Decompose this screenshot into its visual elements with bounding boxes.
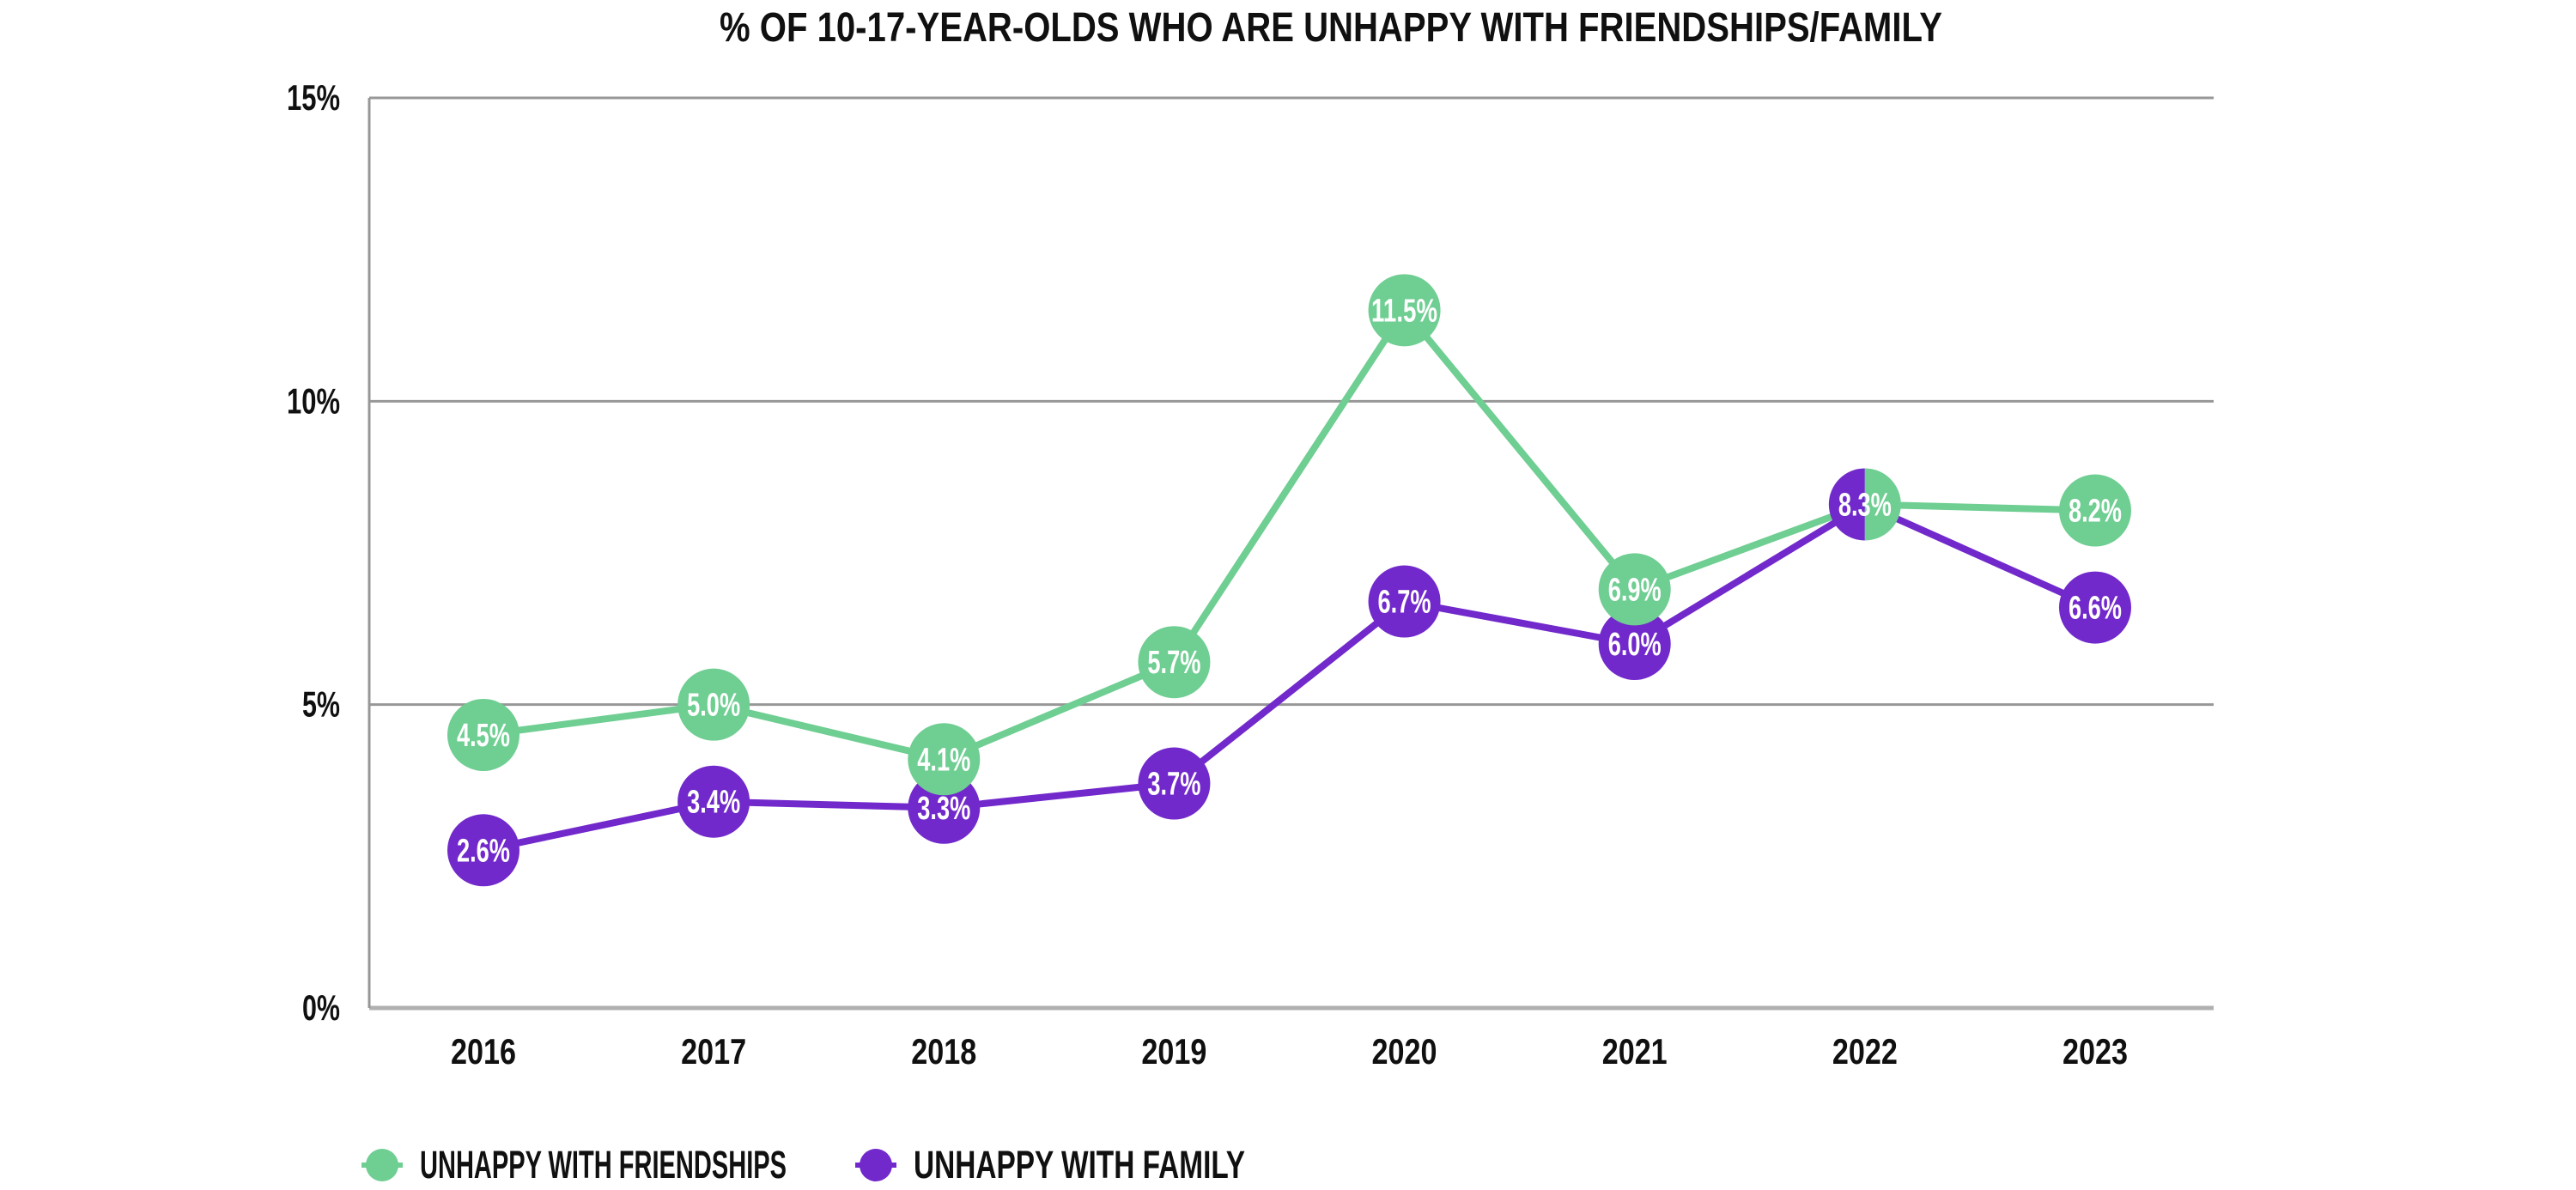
split-data-point: 8.3% — [1828, 468, 1901, 541]
data-point-label: 6.7% — [1378, 585, 1431, 621]
y-tick-label: 0% — [302, 987, 340, 1028]
data-point-marker — [908, 723, 981, 796]
data-point-label: 8.2% — [2069, 494, 2122, 530]
data-point-label: 6.0% — [1608, 627, 1662, 663]
series-markers-friendships: 4.5% 5.0% 4.1% 5.7% 11.5% 6.9% 8.2% — [447, 274, 2131, 796]
series: 2.6% 3.4% 3.3% 3.7% 6.7% 6.0% 6.6% 4.5% 5.0% 4.1%… — [447, 274, 2131, 887]
data-point-marker — [1598, 608, 1671, 680]
legend-dot-family-icon — [860, 1149, 892, 1181]
x-tick-label: 2018 — [911, 1031, 976, 1072]
series-line-family — [480, 501, 2099, 854]
y-axis-labels: 15% 10% 5% 0% — [287, 77, 340, 1028]
x-tick-label: 2021 — [1602, 1031, 1668, 1072]
data-point-marker — [1598, 553, 1671, 626]
data-point-label: 4.1% — [917, 742, 970, 778]
data-point-label: 4.5% — [457, 718, 510, 754]
data-point-label: 6.6% — [2069, 591, 2122, 627]
gridlines — [368, 96, 2214, 1011]
data-point-marker — [677, 668, 750, 741]
x-tick-label: 2023 — [2063, 1031, 2128, 1072]
y-tick-label: 15% — [287, 77, 340, 118]
data-point-label: 11.5% — [1371, 293, 1437, 329]
data-point-marker — [1368, 274, 1441, 347]
x-tick-label: 2016 — [451, 1031, 516, 1072]
data-point-label: 3.3% — [917, 791, 970, 827]
legend-label-friendships: UNHAPPY WITH FRIENDSHIPS — [420, 1143, 787, 1187]
data-point-marker — [2058, 474, 2131, 547]
data-point-label: 5.7% — [1147, 645, 1200, 681]
data-point-label: 3.4% — [687, 785, 740, 821]
y-tick-label: 10% — [287, 380, 340, 421]
data-point-marker — [447, 699, 519, 771]
data-point-label: 6.9% — [1608, 572, 1662, 608]
x-tick-label: 2017 — [681, 1031, 746, 1072]
x-tick-label: 2022 — [1832, 1031, 1898, 1072]
data-point-marker — [447, 814, 519, 887]
legend-item-family: UNHAPPY WITH FAMILY — [855, 1143, 1245, 1187]
data-point-marker — [1138, 747, 1211, 820]
legend-item-friendships: UNHAPPY WITH FRIENDSHIPS — [361, 1143, 787, 1187]
data-point-marker — [2058, 571, 2131, 644]
series-markers-family: 2.6% 3.4% 3.3% 3.7% 6.7% 6.0% 6.6% — [447, 565, 2131, 887]
split-marker-left-half — [1828, 468, 1865, 541]
x-tick-label: 2019 — [1141, 1031, 1206, 1072]
split-marker-right-half — [1864, 468, 1901, 541]
data-point-marker — [1138, 626, 1211, 699]
data-point-label: 2.6% — [457, 833, 510, 869]
data-point-marker — [1368, 565, 1441, 638]
legend-label-family: UNHAPPY WITH FAMILY — [914, 1143, 1245, 1187]
data-point-marker — [677, 765, 750, 838]
y-tick-label: 5% — [302, 684, 340, 725]
data-point-label: 5.0% — [687, 688, 740, 724]
legend: UNHAPPY WITH FRIENDSHIPS UNHAPPY WITH FA… — [361, 1143, 1245, 1187]
x-tick-label: 2020 — [1372, 1031, 1437, 1072]
data-point-label: 3.7% — [1147, 767, 1200, 803]
x-axis-labels: 2016 2017 2018 2019 2020 2021 2022 2023 — [451, 1031, 2128, 1072]
data-point-label: 8.3% — [1838, 487, 1892, 523]
chart-title: % OF 10-17-YEAR-OLDS WHO ARE UNHAPPY WIT… — [720, 5, 1942, 51]
series-line-friendships — [480, 307, 2099, 763]
legend-dot-friendships-icon — [366, 1149, 398, 1181]
